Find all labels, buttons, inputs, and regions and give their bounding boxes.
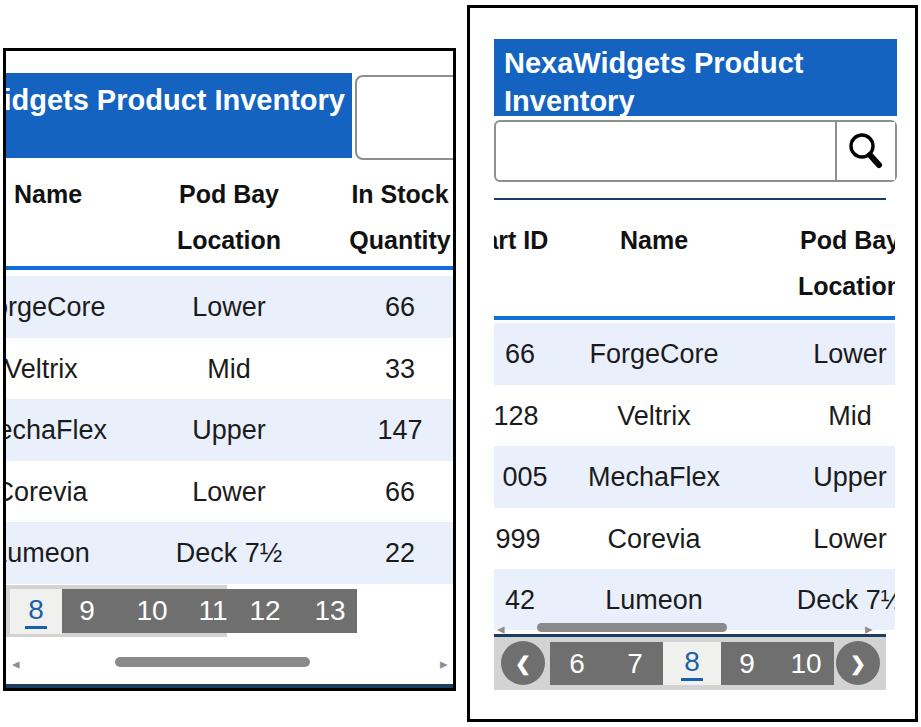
cell-name: Corevia [607,508,700,570]
pagination-bar: ❮ 6 7 8 9 10 ❯ [494,637,886,690]
table-row: 999 Corevia Lower [494,508,895,570]
cell-location: Upper [192,399,266,461]
cell-location: Lower [813,508,887,570]
cell-name: Veltrix [4,338,78,400]
cell-qty: 66 [385,461,415,523]
pagination-current-page[interactable]: 8 [10,589,62,634]
column-header-part-id: Part ID [494,217,548,263]
pagination-page-button[interactable]: 9 [739,642,755,685]
cell-name: Veltrix [617,385,691,447]
pagination-page-group: 9 10 11 12 13 [62,589,357,633]
cell-name: ForgeCore [589,323,718,385]
column-header-location: Pod Bay Location [177,171,281,263]
search-button[interactable] [837,122,895,180]
pagination-page-button[interactable]: 12 [249,589,280,633]
cell-part-id: 999 [495,508,540,570]
horizontal-scrollbar-thumb[interactable] [115,657,310,667]
header-divider [6,266,453,270]
horizontal-scrollbar-thumb[interactable] [537,623,727,632]
column-header-location: Pod Bay Location [798,217,895,309]
search-box [355,75,456,160]
cell-location: Deck 7½ [176,522,283,584]
table-scroll-area: Part ID Name Pod Bay Location 66 ForgeCo… [494,200,895,630]
column-header-quantity: In Stock Quantity [349,171,450,263]
table-row: Veltrix Mid 33 [6,338,453,400]
widget-bottom-border [6,684,453,688]
pagination-page-button[interactable]: 9 [79,589,95,633]
page-title: NexaWidgets Product Inventory [3,82,345,118]
search-input[interactable] [496,122,833,180]
header-divider [494,316,895,320]
inventory-widget-viewport-left: NexaWidgets Product Inventory Name Pod B… [3,48,456,691]
page-title: NexaWidgets Product Inventory [494,39,897,116]
table-row: Lumeon Deck 7½ 22 [6,522,453,584]
cell-location: Mid [828,385,872,447]
cell-part-id: 128 [494,385,539,447]
cell-qty: 22 [385,522,415,584]
scroll-left-icon[interactable]: ◂ [12,656,20,671]
cell-name: Lumeon [3,522,90,584]
pagination-page-button[interactable]: 10 [790,642,821,685]
cell-location: Mid [207,338,251,400]
cell-location: Lower [813,323,887,385]
chevron-right-icon: ❯ [850,652,866,675]
pagination-prev-button[interactable]: ❮ [501,641,545,685]
cell-location: Deck 7½ [797,569,895,630]
cell-location: Lower [192,461,266,523]
pagination-page-button[interactable]: 13 [314,589,345,633]
inventory-widget-card: NexaWidgets Product Inventory Part ID Na… [467,5,918,722]
cell-name: Corevia [3,461,88,523]
title-bar: NexaWidgets Product Inventory [6,73,352,158]
table-row: MechaFlex Upper 147 [6,399,453,461]
table-row: 128 Veltrix Mid [494,385,895,447]
search-icon [846,131,886,171]
chevron-left-icon: ❮ [515,652,531,675]
pagination-page-button[interactable]: 11 [198,589,227,633]
pagination-page-button[interactable]: 7 [627,642,643,685]
cell-qty: 66 [385,276,415,338]
search-box [494,120,897,182]
search-input[interactable] [357,77,456,158]
table-row: 005 MechaFlex Upper [494,446,895,508]
cell-name: MechaFlex [3,399,107,461]
table-row: 66 ForgeCore Lower [494,323,895,385]
table-row: Corevia Lower 66 [6,461,453,523]
scroll-right-icon[interactable]: ▸ [440,656,448,671]
column-header-name: Name [14,171,82,217]
cell-name: Lumeon [605,569,703,630]
pagination-current-page[interactable]: 8 [663,642,721,685]
cell-qty: 33 [385,338,415,400]
cell-part-id: 005 [502,446,547,508]
column-header-name: Name [620,217,688,263]
pagination-next-button[interactable]: ❯ [836,641,880,685]
cell-location: Upper [813,446,887,508]
pagination-page-group: 9 10 [721,642,834,685]
cell-location: Lower [192,276,266,338]
table-row: 42 Lumeon Deck 7½ [494,569,895,630]
pagination-page-group: 6 7 [550,642,663,685]
pagination-page-button[interactable]: 10 [136,589,167,633]
table-row: ForgeCore Lower 66 [6,276,453,338]
cell-part-id: 42 [505,569,535,630]
cell-name: ForgeCore [3,276,106,338]
cell-name: MechaFlex [588,446,720,508]
cell-qty: 147 [377,399,422,461]
cell-part-id: 66 [505,323,535,385]
pagination-page-button[interactable]: 6 [569,642,585,685]
